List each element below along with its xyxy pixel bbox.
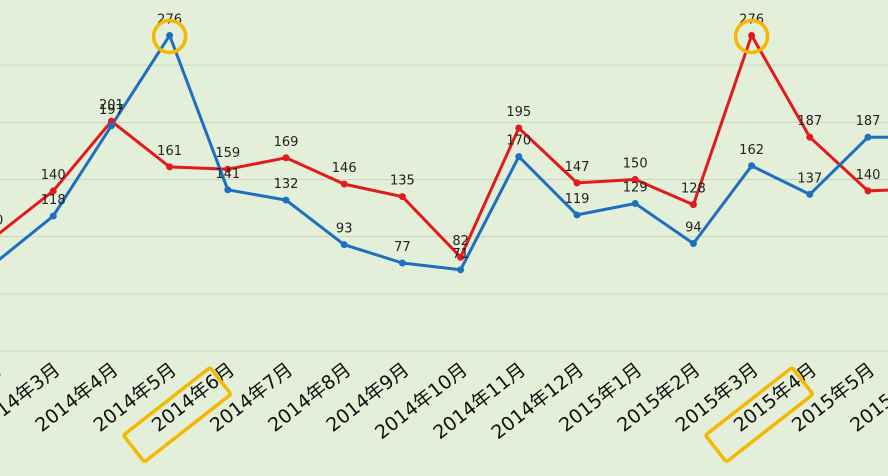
data-points xyxy=(49,31,872,274)
data-label: 129 xyxy=(623,181,648,196)
data-point xyxy=(806,133,814,141)
data-point xyxy=(282,154,290,162)
category-highlight-box xyxy=(122,366,232,463)
peak-highlight-circle xyxy=(151,18,188,55)
highlight-marks xyxy=(122,18,814,463)
data-label: 162 xyxy=(739,143,764,158)
data-label: 93 xyxy=(336,222,353,237)
data-point xyxy=(49,212,57,220)
data-point xyxy=(340,241,348,249)
data-label: 147 xyxy=(565,160,590,175)
data-label: 118 xyxy=(41,193,66,208)
peak-highlight-circle xyxy=(733,18,770,55)
data-label: 141 xyxy=(215,167,240,182)
data-point xyxy=(166,163,174,171)
data-point xyxy=(107,122,115,130)
data-point xyxy=(398,193,406,201)
data-point xyxy=(457,253,465,261)
data-label: 135 xyxy=(390,174,415,189)
data-label: 128 xyxy=(681,182,706,197)
data-point xyxy=(515,153,523,161)
data-label: 195 xyxy=(506,105,531,120)
data-label: 150 xyxy=(623,157,648,172)
data-point xyxy=(457,266,465,274)
gridlines xyxy=(0,64,888,352)
category-highlight-box xyxy=(704,366,814,463)
data-point xyxy=(224,165,232,173)
data-point xyxy=(573,211,581,219)
data-label: 197 xyxy=(99,103,124,118)
data-point xyxy=(864,187,872,195)
data-label: 201 xyxy=(99,98,124,113)
data-point xyxy=(631,200,639,208)
data-label: 00 xyxy=(0,214,3,229)
data-label: 71 xyxy=(452,247,469,262)
data-point xyxy=(166,31,174,39)
data-label: 82 xyxy=(452,234,469,249)
data-label: 169 xyxy=(274,135,299,150)
data-point xyxy=(689,240,697,248)
data-point xyxy=(398,259,406,267)
data-point xyxy=(515,124,523,132)
data-label: 132 xyxy=(274,177,299,192)
data-point xyxy=(49,187,57,195)
data-label: 161 xyxy=(157,144,182,159)
data-label: 159 xyxy=(215,146,240,161)
data-labels: 7118197276141132937771170119129941621371… xyxy=(0,12,880,261)
data-point xyxy=(573,179,581,187)
data-point xyxy=(340,180,348,188)
data-label: 140 xyxy=(41,168,66,183)
data-point xyxy=(282,196,290,204)
data-point xyxy=(631,176,639,183)
data-label: 119 xyxy=(565,192,590,207)
data-label: 140 xyxy=(856,168,881,183)
x-axis-tick-labels: 2014年2月2014年3月2014年4月2014年5月2014年6月2014年… xyxy=(0,359,888,444)
data-label: 77 xyxy=(394,240,411,255)
data-label: 94 xyxy=(685,221,702,236)
data-point xyxy=(748,31,756,39)
data-point xyxy=(806,190,814,198)
data-label: 170 xyxy=(506,134,531,149)
data-label: 146 xyxy=(332,161,357,176)
data-point xyxy=(864,133,872,141)
data-label: 137 xyxy=(797,171,822,186)
data-point xyxy=(224,186,232,194)
data-point xyxy=(689,201,697,209)
data-label: 187 xyxy=(856,114,881,129)
data-label: 187 xyxy=(797,114,822,129)
data-point xyxy=(748,162,756,170)
